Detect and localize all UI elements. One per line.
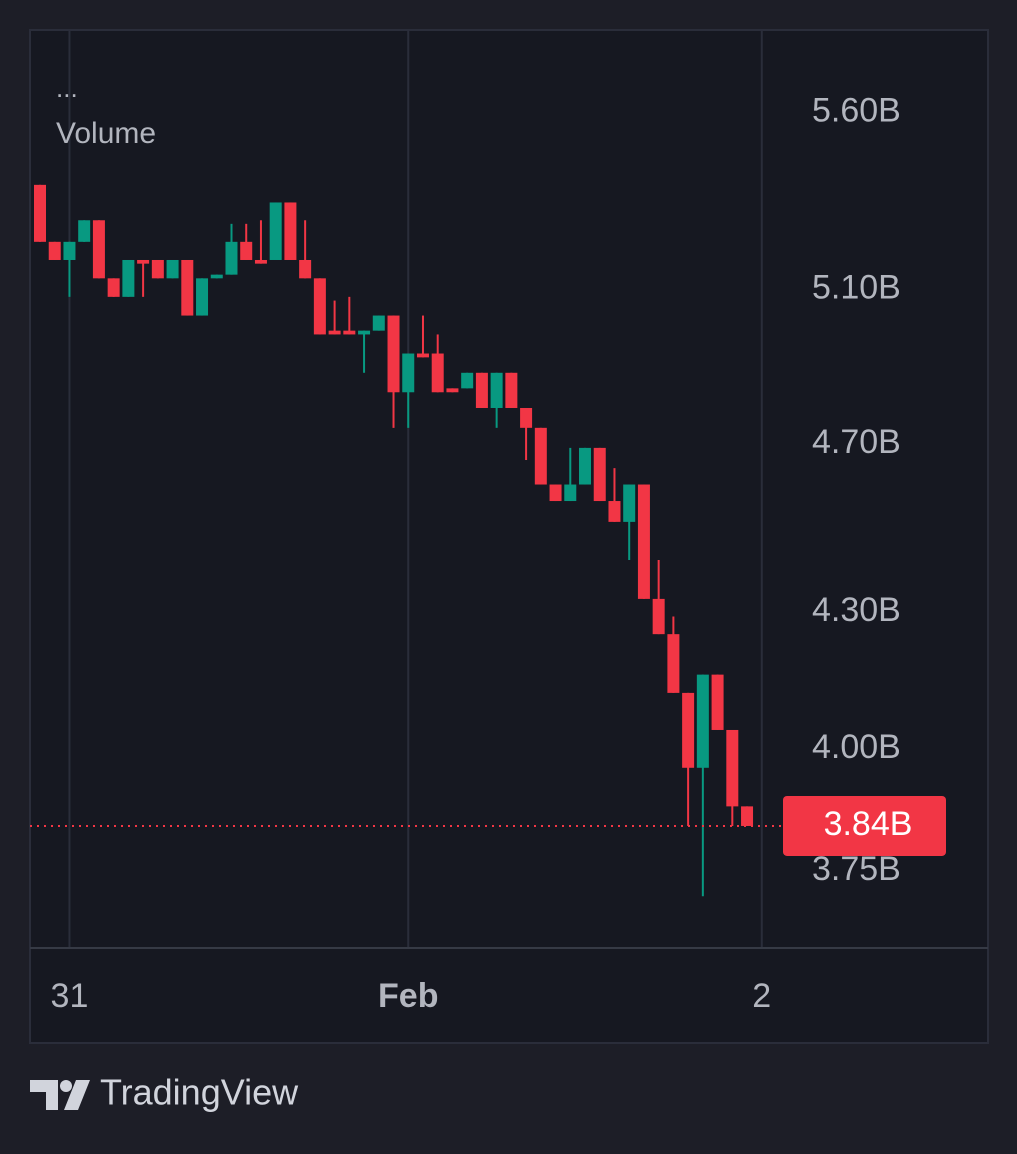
y-tick-label: 3.75B <box>812 850 901 888</box>
candle-body <box>78 220 91 242</box>
candle-body <box>623 484 636 522</box>
candle-body <box>726 729 739 807</box>
candle-body <box>608 501 621 522</box>
candle-body <box>137 259 150 264</box>
candle-body <box>343 330 356 335</box>
candle-body <box>652 598 665 635</box>
candle-body <box>328 330 341 335</box>
y-tick-label: 4.00B <box>812 728 901 766</box>
candle-body <box>151 259 164 279</box>
grid <box>68 30 763 948</box>
y-tick-label: 4.70B <box>812 423 901 461</box>
candle-body <box>416 353 429 358</box>
candle-body <box>637 484 650 599</box>
y-tick-label: 5.10B <box>812 268 901 306</box>
x-tick-label: 31 <box>51 977 89 1015</box>
candle-body <box>446 388 459 393</box>
candle-body <box>696 674 709 768</box>
candle-body <box>682 692 695 768</box>
candle-body <box>402 353 415 393</box>
candle-body <box>534 427 547 485</box>
candle-body <box>299 259 312 279</box>
last-price-label: 3.84B <box>824 805 913 843</box>
candle-body <box>181 259 194 316</box>
candle-body <box>667 634 680 693</box>
candle-body <box>48 241 61 260</box>
candle-body <box>579 447 592 485</box>
candle-body <box>358 330 371 335</box>
candle-body <box>372 315 385 331</box>
candle-body <box>520 407 533 428</box>
x-tick-label: 2 <box>752 977 771 1015</box>
candle-body <box>549 484 562 502</box>
legend-menu[interactable]: ... <box>56 73 78 103</box>
legend-label: Volume <box>56 117 156 150</box>
candle-body <box>269 202 282 260</box>
candle-body <box>225 241 238 275</box>
candles <box>30 184 783 897</box>
last-price-badge <box>783 795 946 856</box>
candle-body <box>92 220 105 279</box>
candle-body <box>240 241 253 260</box>
candle-body <box>564 484 577 502</box>
candle-body <box>431 353 444 393</box>
candle-body <box>210 274 223 279</box>
chart-panel <box>29 29 989 1044</box>
y-tick-label: 5.60B <box>812 92 901 130</box>
y-tick-label: 4.30B <box>812 591 901 629</box>
candle-body <box>475 372 488 408</box>
candle-body <box>505 372 518 408</box>
candle-body <box>313 278 326 335</box>
brand-name: TradingView <box>100 1072 299 1113</box>
candle-body <box>741 806 754 826</box>
candle-body <box>196 278 209 316</box>
candle-body <box>711 674 724 730</box>
labels: 5.60B 5.10B 4.70B 4.30B 4.00B 3.75B 31 Feb 2 3.84… <box>51 92 946 1015</box>
candle-body <box>461 372 474 389</box>
candle-body <box>166 259 179 279</box>
candle-body <box>107 278 120 297</box>
candle-body <box>254 259 267 264</box>
candle-body <box>490 372 503 408</box>
candle-body <box>63 241 76 260</box>
candle-body <box>284 202 297 260</box>
candle-body <box>122 259 135 297</box>
x-tick-label: Feb <box>378 977 438 1015</box>
candle-body <box>34 184 46 242</box>
brand-logo <box>30 1080 90 1110</box>
candle-body <box>387 315 400 393</box>
candle-body <box>593 447 606 502</box>
